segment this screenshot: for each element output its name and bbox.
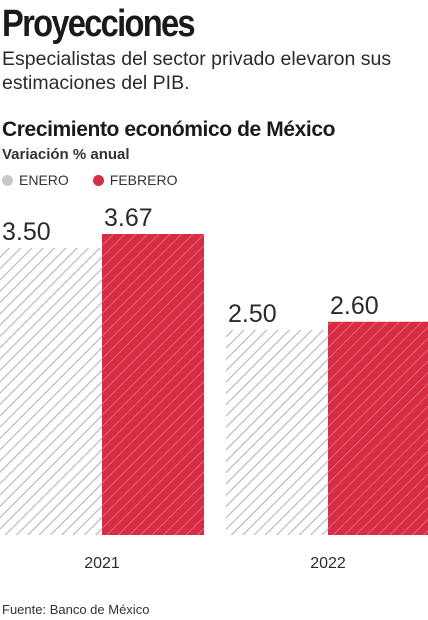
x-tick-2021: 2021 [84, 555, 120, 572]
legend-label-enero: ENERO [19, 172, 69, 188]
value-label-febrero-2022: 2.60 [330, 292, 379, 320]
bar-enero-2022 [226, 329, 328, 535]
legend-swatch-enero [2, 174, 13, 186]
value-label-febrero-2021: 3.67 [104, 204, 153, 232]
subhead: Especialistas del sector privado elevaro… [2, 48, 392, 94]
chart-subtitle: Variación % anual [2, 146, 130, 163]
x-tick-2022: 2022 [310, 555, 346, 572]
bar-febrero-2021 [102, 234, 204, 535]
value-label-enero-2021: 3.50 [2, 218, 51, 246]
headline: Proyecciones [2, 3, 196, 45]
bar-enero-2021 [0, 247, 102, 535]
legend-item-febrero: FEBRERO [92, 172, 178, 188]
value-label-enero-2022: 2.50 [228, 300, 277, 328]
legend: ENERO FEBRERO [2, 172, 201, 188]
bar-chart: 3.50 3.67 2021 2.50 2.60 2022 [0, 204, 428, 572]
legend-item-enero: ENERO [2, 172, 69, 188]
chart-title: Crecimiento económico de México [2, 118, 336, 141]
bar-febrero-2022 [328, 321, 428, 535]
source-note: Fuente: Banco de México [2, 602, 150, 617]
legend-label-febrero: FEBRERO [109, 172, 178, 188]
legend-swatch-febrero [92, 174, 104, 186]
